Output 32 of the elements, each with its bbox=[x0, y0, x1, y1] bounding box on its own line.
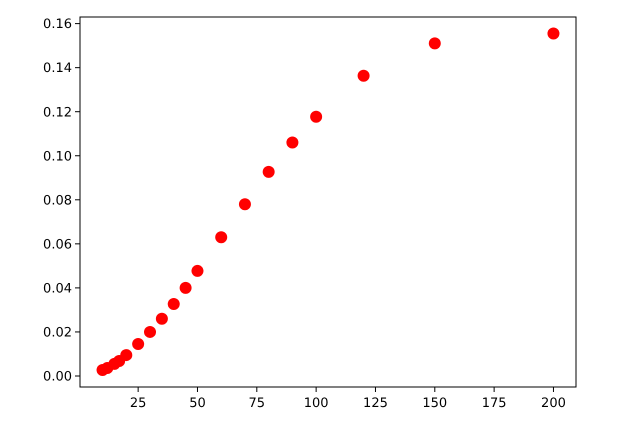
point bbox=[238, 198, 251, 210]
x-tick-label: 150 bbox=[422, 396, 448, 411]
point bbox=[191, 264, 204, 277]
x-tick-label: 125 bbox=[363, 396, 388, 411]
y-tick-label: 0.10 bbox=[43, 149, 72, 164]
y-tick-label: 0.16 bbox=[43, 17, 72, 32]
x-tick-label: 175 bbox=[482, 396, 507, 411]
y-tick-label: 0.02 bbox=[43, 325, 72, 340]
y-tick-label: 0.06 bbox=[43, 237, 72, 252]
point bbox=[156, 312, 168, 325]
x-tick-label: 100 bbox=[304, 396, 329, 411]
point bbox=[120, 349, 132, 362]
y-tick-label: 0.08 bbox=[43, 193, 72, 208]
point bbox=[262, 166, 275, 178]
x-tick-label: 50 bbox=[189, 396, 206, 411]
point bbox=[144, 326, 156, 338]
point bbox=[180, 282, 192, 294]
x-tick-label: 200 bbox=[541, 396, 566, 411]
point bbox=[168, 298, 180, 310]
point bbox=[547, 28, 560, 40]
point bbox=[215, 231, 228, 244]
y-tick-label: 0.04 bbox=[43, 281, 72, 296]
point bbox=[310, 110, 322, 123]
x-tick-label: 25 bbox=[130, 396, 146, 411]
y-tick-label: 0.12 bbox=[43, 105, 72, 120]
x-tick-label: 75 bbox=[248, 396, 266, 411]
point bbox=[132, 338, 144, 350]
point bbox=[286, 136, 298, 149]
point bbox=[428, 37, 441, 50]
point bbox=[358, 70, 370, 82]
y-tick-label: 0.14 bbox=[43, 61, 72, 76]
y-tick-label: 0.00 bbox=[43, 370, 72, 385]
